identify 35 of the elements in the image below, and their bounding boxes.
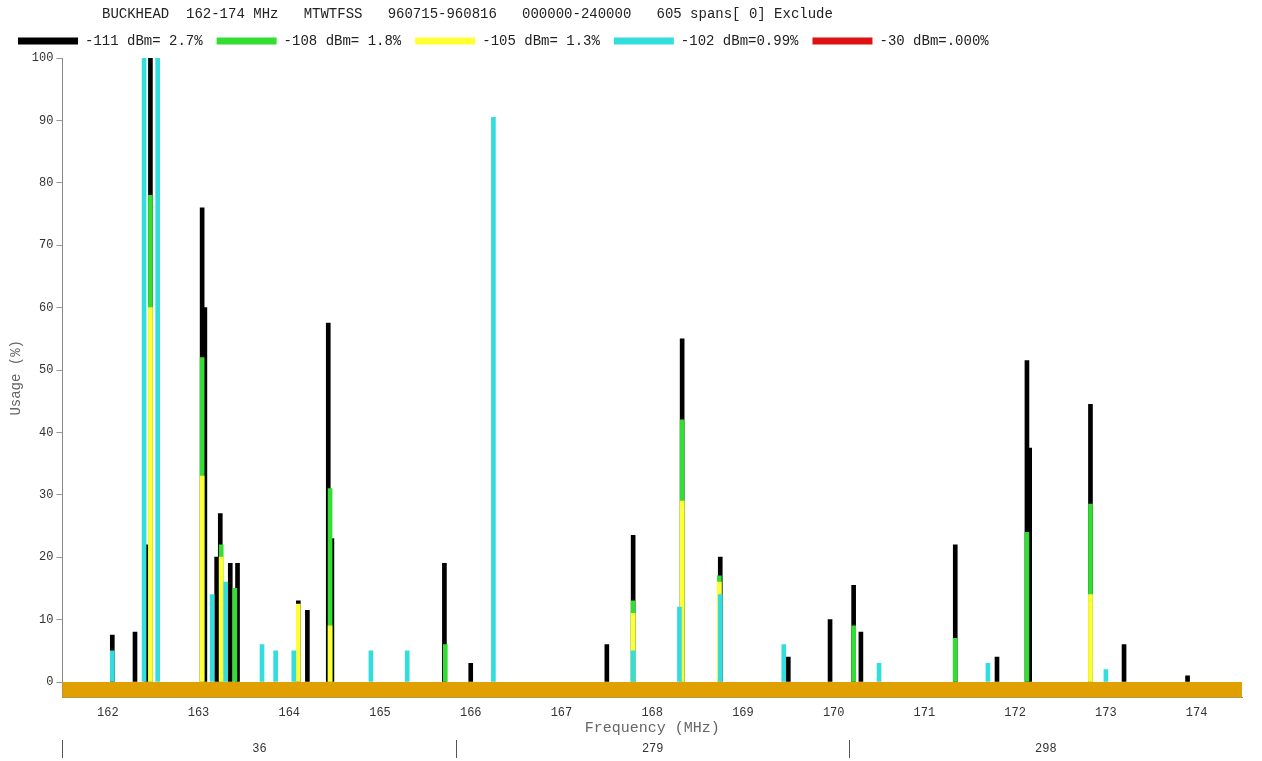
x-tick-label: 170	[822, 705, 845, 720]
x-tick-label: 165	[369, 705, 391, 720]
x-tick-label: 163	[187, 705, 210, 720]
chart-title: BUCKHEAD 162-174 MHz MTWTFSS 960715-960816 000000-240000 605 spans[ 0] Exclude	[102, 6, 833, 22]
legend-label: -108 dBm= 1.8%	[283, 32, 402, 49]
text: 279	[455, 740, 849, 758]
y-tick-label: 0	[46, 675, 54, 690]
x-tick-label: 169	[732, 705, 754, 720]
legend-label: -111 dBm= 2.7%	[85, 32, 204, 49]
y-tick-label: 20	[39, 550, 54, 565]
x-tick-label: 164	[278, 705, 301, 720]
y-tick-label: 10	[39, 612, 54, 627]
x-tick-label: 162	[96, 705, 119, 720]
x-tick-label: 171	[913, 705, 936, 720]
legend-label: -30 dBm=.000%	[879, 32, 990, 49]
x-tick-label: 168	[641, 705, 664, 720]
y-tick-label: 30	[39, 487, 54, 502]
x-tick-label: 173	[1095, 705, 1117, 720]
x-tick-label: 172	[1004, 705, 1026, 720]
y-tick-label: 50	[39, 363, 54, 378]
x-tick-label: 166	[459, 705, 482, 720]
text: 298	[848, 740, 1242, 758]
legend-label: -102 dBm=0.99%	[680, 32, 800, 49]
y-tick-label: 90	[39, 113, 54, 128]
x-tick-label: 174	[1185, 705, 1208, 720]
x-axis-title: Frequency (MHz)	[584, 719, 720, 737]
y-tick-label: 80	[39, 175, 54, 190]
y-tick-label: 100	[31, 51, 54, 66]
y-axis-title: Usage (%)	[8, 339, 25, 416]
x-tick-label: 167	[550, 705, 573, 720]
legend-label: -105 dBm= 1.3%	[482, 32, 601, 49]
y-tick-label: 60	[39, 300, 54, 315]
text: 36	[62, 740, 456, 758]
y-tick-label: 40	[39, 425, 54, 440]
y-tick-label: 70	[39, 238, 54, 253]
